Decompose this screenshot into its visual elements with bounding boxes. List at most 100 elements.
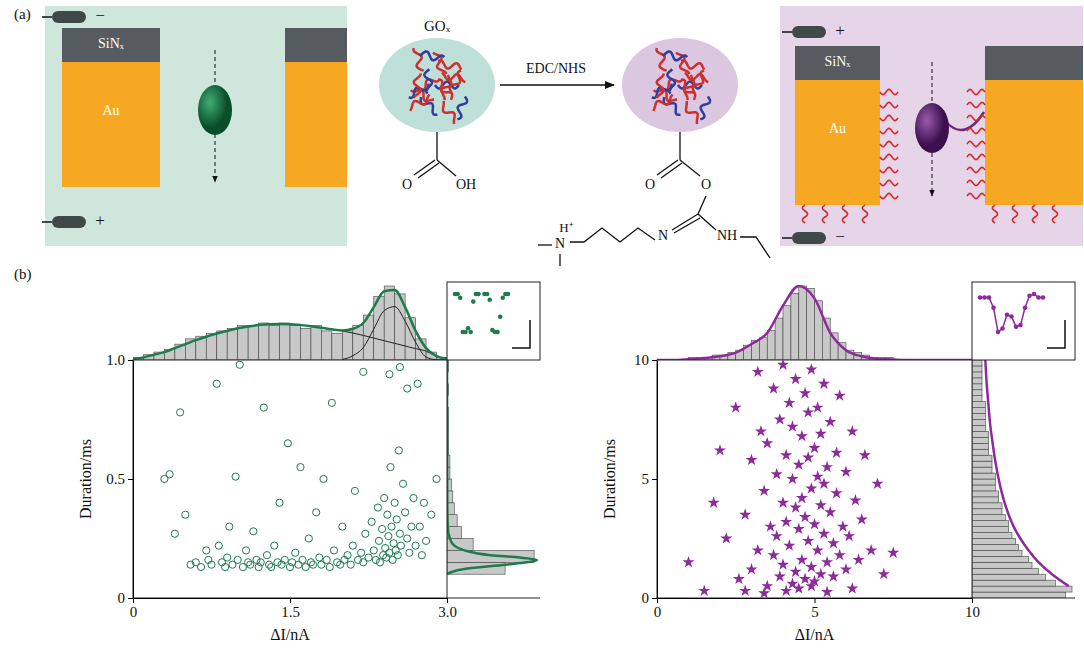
fit-curve xyxy=(447,360,537,574)
point xyxy=(796,554,808,565)
helix xyxy=(656,74,664,98)
tick-mark xyxy=(972,598,973,603)
axis-title: ΔI/nA xyxy=(795,626,835,643)
histogram-bar xyxy=(972,491,999,497)
trace-point xyxy=(466,326,471,331)
helix xyxy=(437,60,462,71)
fit-curve xyxy=(985,360,1068,586)
inset-frame xyxy=(972,282,1075,360)
tick: 3.0 xyxy=(438,598,457,620)
tether xyxy=(946,112,984,130)
point xyxy=(871,477,883,488)
point xyxy=(777,360,789,370)
electrode xyxy=(52,216,86,228)
linker xyxy=(967,115,985,120)
point xyxy=(379,525,386,532)
histogram-bar xyxy=(321,331,331,360)
point xyxy=(208,561,215,568)
point xyxy=(805,580,817,591)
helix xyxy=(662,50,687,63)
point xyxy=(284,440,291,447)
tick: 10 xyxy=(965,598,980,620)
plot-frame xyxy=(447,598,540,599)
point xyxy=(846,582,858,593)
point xyxy=(299,556,306,563)
fit-curve xyxy=(657,286,972,360)
point xyxy=(365,554,372,561)
tick-label: 0 xyxy=(118,590,126,606)
fit-curve xyxy=(133,290,447,359)
axis-line xyxy=(133,361,134,599)
helix xyxy=(438,101,460,124)
tick-label: 5 xyxy=(811,604,819,620)
point xyxy=(382,544,389,551)
histogram-bar xyxy=(972,580,1055,586)
point xyxy=(755,425,767,436)
tick-mark xyxy=(815,598,816,603)
point xyxy=(305,535,312,542)
point xyxy=(408,523,415,530)
electrode xyxy=(52,11,86,23)
histogram-bar xyxy=(972,366,982,372)
point xyxy=(328,399,335,406)
tick-mark xyxy=(128,598,133,599)
histogram-bar xyxy=(972,503,1002,509)
histogram-bar xyxy=(972,509,1002,515)
figure: (a)−++−SiNₓAuSiNₓAuGOₓEDC/NHSOOHOONNHNH⁺… xyxy=(0,0,1084,650)
point xyxy=(780,585,792,596)
label: Au xyxy=(829,121,846,136)
point xyxy=(394,552,401,559)
point xyxy=(420,499,427,506)
point xyxy=(347,561,354,568)
points xyxy=(682,360,899,598)
point xyxy=(323,556,330,563)
point xyxy=(316,554,323,561)
tick-mark xyxy=(657,598,658,603)
point xyxy=(384,511,391,518)
histogram-bar xyxy=(807,288,815,360)
linker xyxy=(880,128,898,133)
linker xyxy=(967,180,985,185)
histogram-bar xyxy=(767,330,775,360)
trace-point xyxy=(1027,293,1032,298)
point xyxy=(337,561,344,568)
histogram-bar xyxy=(972,556,1029,562)
chamber xyxy=(780,6,1083,246)
point xyxy=(827,537,839,548)
trace-point xyxy=(471,299,476,304)
lead xyxy=(42,16,52,18)
linker xyxy=(880,154,898,159)
tick-mark xyxy=(290,598,291,603)
point xyxy=(827,570,839,581)
point xyxy=(815,427,827,438)
tick-label: 0 xyxy=(642,590,650,606)
tick-mark xyxy=(652,479,657,480)
point xyxy=(253,556,260,563)
gold-layer xyxy=(795,80,880,205)
helix xyxy=(418,95,440,116)
point xyxy=(856,513,868,524)
helix xyxy=(677,78,697,101)
tick: 0 xyxy=(642,590,658,606)
point xyxy=(368,518,375,525)
label: O xyxy=(645,177,655,192)
linker xyxy=(992,205,997,223)
point xyxy=(387,464,394,471)
histogram-bar xyxy=(217,331,227,360)
point xyxy=(780,516,792,527)
label: Au xyxy=(102,103,119,118)
lead xyxy=(782,237,792,239)
inset xyxy=(453,292,530,348)
label: − xyxy=(835,227,845,246)
bond xyxy=(418,163,439,178)
tick-label: 10 xyxy=(634,352,649,368)
point xyxy=(812,401,824,412)
tick-label: 0.5 xyxy=(106,471,125,487)
histogram-bar xyxy=(311,326,321,360)
histogram-bar xyxy=(783,306,791,360)
linker xyxy=(880,102,898,107)
plot-frame xyxy=(972,598,1075,599)
point xyxy=(865,544,877,555)
trace-point xyxy=(1032,292,1037,297)
histogram-bar xyxy=(972,384,982,390)
